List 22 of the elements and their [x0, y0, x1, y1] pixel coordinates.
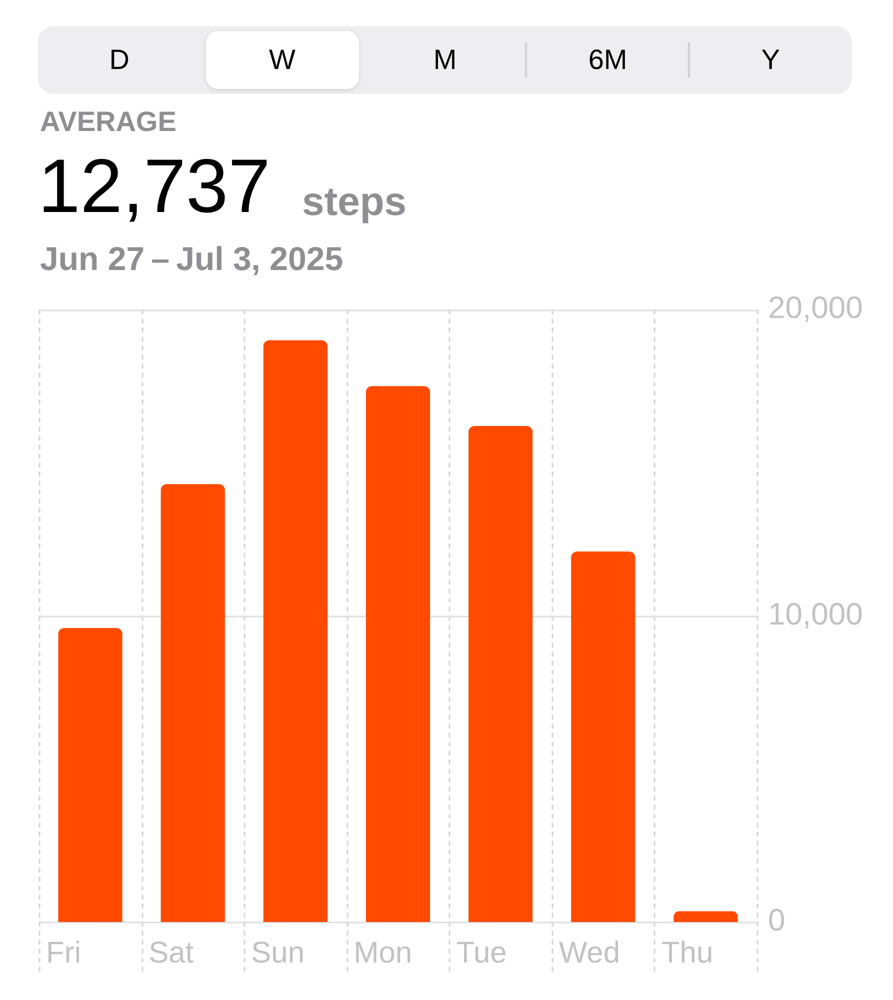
x-tick-label: Wed: [558, 936, 620, 970]
bar: [366, 386, 430, 922]
text: 12,737: [38, 143, 270, 231]
x-tick-label: Thu: [661, 936, 714, 970]
range-picker: D W M 6M Y: [38, 26, 852, 94]
bar: [674, 911, 738, 922]
x-tick-label: Tue: [456, 936, 507, 970]
text: steps: [302, 180, 406, 225]
x-tick-label: Fri: [46, 936, 81, 970]
chart-title: AVERAGE: [40, 106, 176, 138]
x-tick-label: Mon: [354, 936, 412, 970]
y-tick-label: 20,000: [768, 290, 863, 326]
y-tick-label: 10,000: [768, 596, 863, 632]
x-tick-label: Sun: [251, 936, 305, 970]
bar: [571, 552, 636, 922]
bar: [58, 628, 122, 922]
x-tick-label: Sat: [148, 936, 194, 970]
bar: [468, 426, 533, 922]
y-tick-label: 0: [768, 902, 786, 938]
bar: [160, 484, 225, 922]
chart-subtitle: Jun 27 – Jul 3, 2025: [40, 240, 344, 278]
bar: [263, 340, 328, 922]
